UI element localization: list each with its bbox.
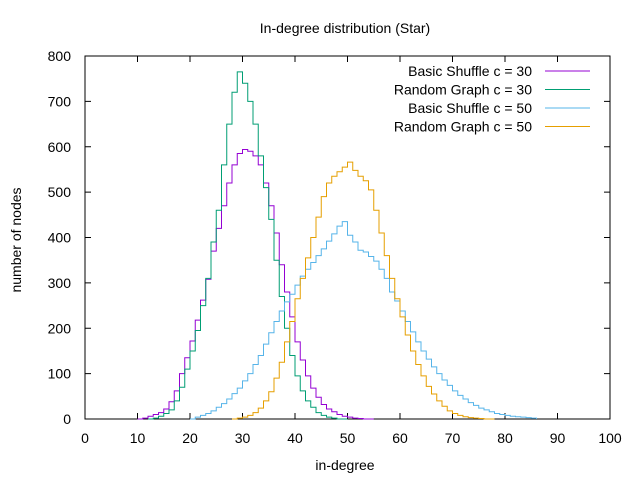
y-tick-label: 600: [48, 139, 72, 155]
y-axis: 0 100 200 300 400 500 600 700 800: [48, 48, 610, 427]
x-tick-label: 0: [81, 430, 89, 446]
x-tick-label: 50: [340, 430, 356, 446]
x-tick-label: 60: [392, 430, 408, 446]
y-tick-label: 400: [48, 230, 72, 246]
y-axis-label: number of nodes: [8, 187, 24, 292]
series-line-2: [148, 71, 348, 420]
y-tick-label: 500: [48, 184, 72, 200]
x-tick-label: 100: [598, 430, 622, 446]
x-tick-label: 80: [497, 430, 513, 446]
legend-label: Basic Shuffle c = 30: [408, 63, 532, 79]
series-line-3: [190, 221, 537, 420]
y-tick-label: 200: [48, 320, 72, 336]
x-tick-label: 30: [235, 430, 251, 446]
series-line-1: [137, 148, 374, 420]
y-tick-label: 800: [48, 48, 72, 64]
series-layer: [137, 71, 537, 420]
legend-label: Random Graph c = 30: [394, 82, 532, 98]
x-tick-label: 70: [445, 430, 461, 446]
legend-label: Random Graph c = 50: [394, 119, 532, 135]
x-tick-label: 10: [130, 430, 146, 446]
y-tick-label: 0: [63, 411, 71, 427]
legend-label: Basic Shuffle c = 50: [408, 100, 532, 116]
y-tick-label: 700: [48, 93, 72, 109]
chart-title: In-degree distribution (Star): [260, 20, 430, 36]
x-tick-label: 40: [287, 430, 303, 446]
x-axis: 0 10 20 30 40 50 60 70 80 90 100: [81, 56, 622, 446]
legend: Basic Shuffle c = 30 Random Graph c = 30 B…: [394, 63, 590, 135]
x-tick-label: 90: [550, 430, 566, 446]
x-axis-label: in-degree: [315, 457, 374, 473]
y-tick-label: 100: [48, 366, 72, 382]
x-tick-label: 20: [182, 430, 198, 446]
y-tick-label: 300: [48, 275, 72, 291]
series-line-4: [232, 161, 495, 420]
